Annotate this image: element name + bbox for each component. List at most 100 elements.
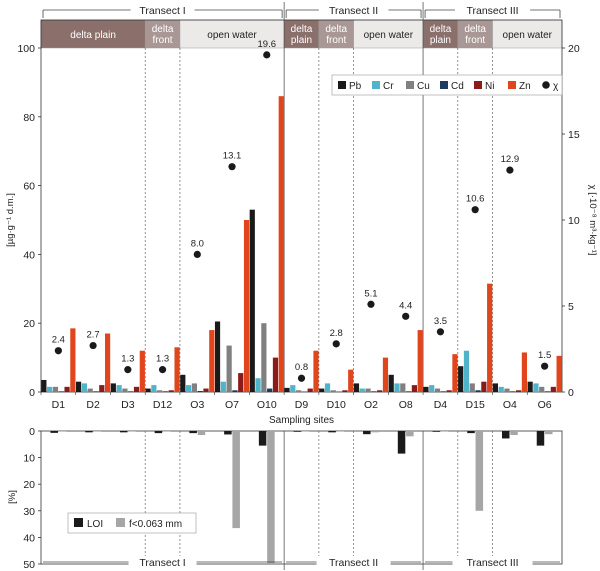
- bar-cr: [151, 385, 157, 392]
- bar-fine-fraction: [336, 431, 345, 432]
- bar-cu: [539, 386, 545, 392]
- legend-label: Ni: [485, 81, 494, 92]
- bar-ni: [203, 388, 209, 392]
- bar-fine-fraction: [267, 431, 275, 564]
- bar-ni: [446, 390, 452, 392]
- bar-zn: [417, 330, 423, 392]
- bar-pb: [249, 209, 255, 392]
- bar-zn: [556, 355, 562, 392]
- bar-fine-fraction: [197, 431, 206, 435]
- bar-pb: [423, 386, 429, 392]
- y2-tick-label: 5: [568, 301, 574, 313]
- zone-band: [492, 19, 563, 49]
- bar-loi: [536, 431, 545, 446]
- bar-cr: [47, 386, 53, 392]
- bar-pb: [492, 383, 498, 392]
- bar-cd: [128, 391, 134, 392]
- y-tick-label: 60: [23, 181, 35, 193]
- bar-ni: [377, 390, 383, 392]
- bar-pb: [76, 381, 82, 392]
- legend-swatch-cr: [372, 81, 380, 89]
- legend-swatch-zn: [508, 81, 516, 89]
- bar-cu: [52, 386, 59, 392]
- bar-cr: [498, 386, 504, 392]
- x-tick-label: O10: [257, 399, 277, 411]
- bar-cd: [544, 391, 551, 392]
- bar-cu: [226, 345, 232, 392]
- bar-loi: [154, 431, 163, 434]
- legend-swatch-cd: [440, 81, 448, 89]
- chi-point: [158, 366, 167, 374]
- y-tick-label: 0: [29, 426, 35, 438]
- legend-label: Cr: [383, 81, 394, 92]
- y-tick-label: 80: [23, 112, 35, 124]
- bar-fine-fraction: [475, 431, 484, 511]
- x-tick-label: D2: [86, 399, 100, 411]
- x-tick-label: O7: [225, 399, 239, 411]
- legend-label: Cd: [451, 81, 464, 92]
- bar-fine-fraction: [406, 431, 414, 437]
- bar-cd: [371, 391, 377, 392]
- bar-cu: [261, 323, 267, 392]
- bottom-plot-frame: [40, 430, 563, 565]
- bar-fine-fraction: [128, 431, 136, 432]
- legend-swatch-fine-fraction: [116, 518, 125, 527]
- bar-fine-fraction: [162, 431, 171, 432]
- chi-point: [471, 206, 479, 214]
- y2-axis-label: χ [·10⁻⁸ m³·kg⁻¹]: [587, 185, 598, 256]
- bar-cr: [255, 378, 261, 392]
- zone-label: plain: [430, 35, 451, 46]
- bar-cu: [330, 390, 336, 392]
- bar-cd: [440, 391, 446, 392]
- bar-fine-fraction: [545, 431, 553, 435]
- bar-loi: [50, 431, 58, 433]
- legend-swatch-chi: [542, 81, 550, 89]
- bar-zn: [278, 96, 284, 392]
- y-tick-label: 0: [29, 387, 35, 399]
- chi-data-label: 13.1: [223, 151, 242, 162]
- zone-band: [144, 19, 181, 49]
- transect-title: Transect I: [139, 5, 185, 17]
- zone-label: delta: [152, 24, 174, 35]
- transect-title-bottom: Transect II: [329, 557, 378, 569]
- bar-cd: [197, 390, 203, 392]
- transect-title-bottom: Transect I: [139, 557, 185, 569]
- bar-cu: [400, 383, 406, 392]
- bar-fine-fraction: [301, 431, 310, 432]
- zone-label: front: [153, 35, 173, 46]
- bar-loi: [328, 431, 336, 433]
- bar-cu: [434, 388, 441, 392]
- chi-data-label: 19.6: [258, 39, 277, 50]
- bar-loi: [293, 431, 302, 432]
- bar-cr: [429, 385, 435, 392]
- zone-label: open water: [207, 30, 257, 41]
- zone-label: delta: [291, 24, 313, 35]
- bar-fine-fraction: [440, 431, 449, 432]
- zone-label: delta: [464, 24, 486, 35]
- bar-cd: [58, 391, 64, 392]
- bar-ni: [272, 357, 279, 392]
- chi-point: [506, 166, 514, 174]
- bar-cr: [290, 385, 296, 392]
- bar-ni: [307, 388, 313, 392]
- top-plot-frame: [40, 19, 563, 393]
- bar-ni: [99, 385, 105, 392]
- bar-cu: [191, 383, 197, 392]
- bar-cr: [186, 385, 192, 392]
- x-tick-label: O4: [503, 399, 517, 411]
- bar-cr: [533, 383, 539, 392]
- bar-pb: [214, 321, 221, 392]
- x-axis-label: Sampling sites: [269, 415, 334, 426]
- chi-point: [332, 340, 340, 348]
- y-tick-label: 20: [23, 479, 35, 491]
- chi-point: [193, 250, 201, 258]
- chi-point: [124, 366, 132, 374]
- y-tick-label: 10: [23, 453, 35, 465]
- bar-zn: [209, 330, 215, 392]
- zone-label: open water: [364, 30, 414, 41]
- zone-band: [422, 19, 459, 49]
- bar-ni: [238, 373, 244, 392]
- bar-cd: [475, 390, 481, 392]
- chi-data-label: 1.5: [538, 350, 551, 361]
